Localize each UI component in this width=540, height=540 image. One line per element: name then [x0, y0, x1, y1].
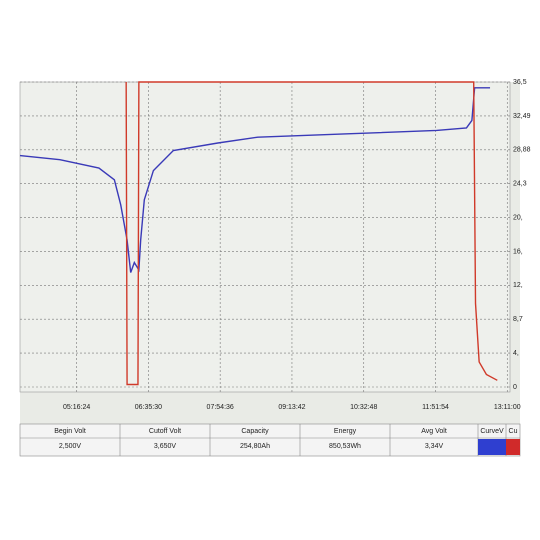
y-tick-label: 24,3 — [513, 181, 527, 188]
data-line — [125, 81, 498, 386]
table-value: 3,34V — [425, 443, 444, 450]
plot-area — [19, 81, 511, 393]
table-header: Energy — [334, 428, 357, 435]
curve-swatch — [478, 439, 506, 455]
x-tick-label: 13:11:00 — [494, 404, 521, 411]
summary-table — [19, 423, 521, 457]
y-tick-label: 20, — [513, 214, 523, 221]
table-header: Begin Volt — [54, 428, 86, 435]
x-tick-label: 10:32:48 — [350, 404, 377, 411]
y-tick-label: 16, — [513, 248, 523, 255]
x-tick-label: 07:54:36 — [207, 404, 234, 411]
y-tick-label: 0 — [513, 384, 517, 391]
table-header: CurveV — [480, 428, 504, 435]
y-tick-label: 4, — [513, 350, 519, 357]
table-header: Avg Volt — [421, 428, 447, 435]
curve-swatch — [506, 439, 520, 455]
y-tick-label: 36,5 — [513, 79, 527, 86]
x-tick-label: 06:35:30 — [135, 404, 162, 411]
table-value: 3,650V — [154, 443, 177, 450]
table-header: Cutoff Volt — [149, 428, 181, 435]
y-tick-label: 12, — [513, 282, 523, 289]
y-tick-label: 28,88 — [513, 147, 531, 154]
table-value: 254,80Ah — [240, 443, 270, 450]
table-header: Cu — [509, 428, 518, 435]
table-header: Capacity — [241, 428, 269, 435]
x-tick-label: 05:16:24 — [63, 404, 90, 411]
y-tick-label: 8,7 — [513, 316, 523, 323]
data-line — [19, 87, 491, 273]
table-value: 850,53Wh — [329, 443, 361, 450]
table-value: 2,500V — [59, 443, 82, 450]
y-tick-label: 32,49 — [513, 113, 531, 120]
x-tick-label: 11:51:54 — [422, 404, 449, 411]
x-tick-label: 09:13:42 — [278, 404, 305, 411]
